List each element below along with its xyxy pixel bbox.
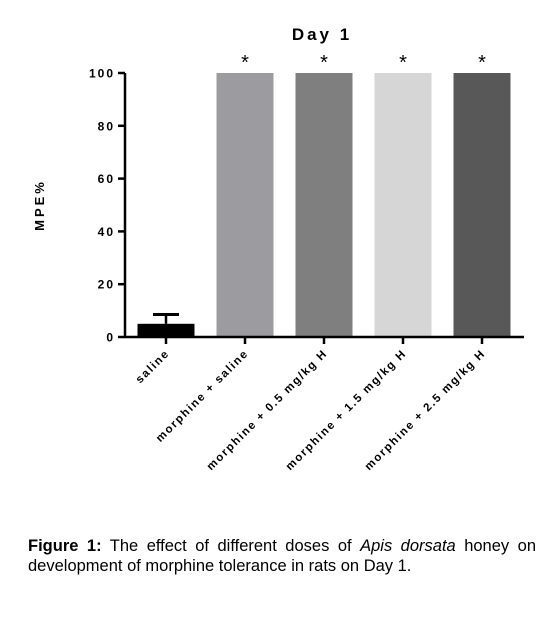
caption-label: Figure 1: (28, 537, 102, 555)
x-tick-label: saline (134, 348, 172, 386)
chart-title: Day 1 (292, 25, 352, 44)
caption-text-after: honey on development of morphine toleran… (28, 537, 537, 575)
y-tick-label: 20 (98, 278, 115, 292)
y-tick-label: 60 (98, 172, 115, 186)
significance-marker: * (399, 52, 407, 74)
figure-caption: Figure 1: The effect of different doses … (28, 536, 536, 576)
bar-chart: Day 1 MPE% * * * * 0 20 40 60 80 100 salinemorphi… (32, 25, 524, 473)
bar (295, 73, 353, 337)
significance-marker: * (478, 52, 486, 74)
bar (216, 73, 274, 337)
x-tick-label: morphine + saline (154, 348, 251, 445)
y-tick-label: 0 (106, 331, 115, 345)
significance-marker: * (320, 52, 328, 74)
bars-group: * * * * (137, 52, 511, 337)
bar (137, 323, 195, 337)
significance-marker: * (241, 52, 249, 74)
y-axis-label: MPE% (32, 179, 47, 231)
y-tick-label: 40 (98, 225, 115, 239)
y-tick-label: 80 (98, 119, 115, 133)
bar (453, 73, 511, 337)
caption-species: Apis dorsata (360, 537, 456, 555)
y-tick-label: 100 (89, 67, 115, 81)
bar (374, 73, 432, 337)
caption-text-before: The effect of different doses of (101, 537, 361, 555)
